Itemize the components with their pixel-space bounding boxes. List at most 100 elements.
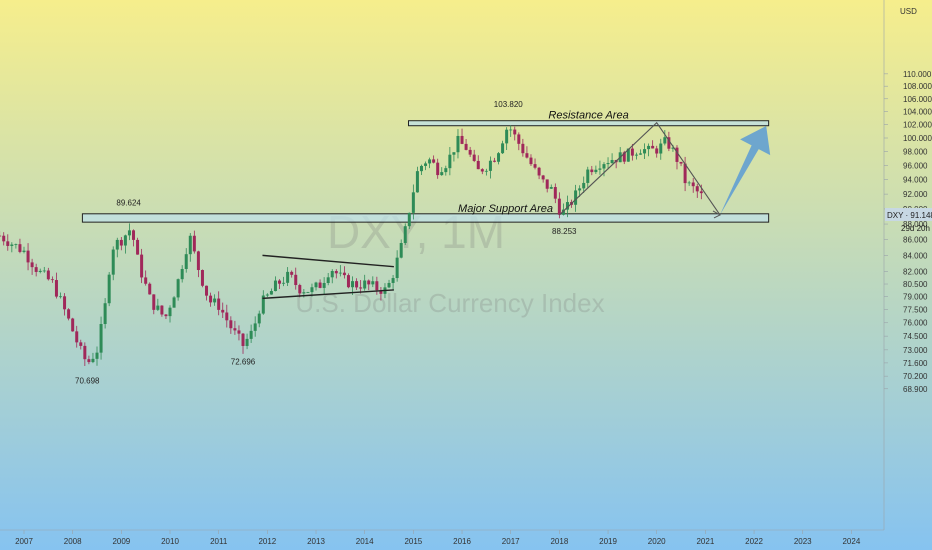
candle-body: [436, 162, 440, 176]
candle-body: [492, 160, 496, 162]
candle-body: [184, 254, 188, 269]
price-tick-label: 84.000: [903, 251, 928, 260]
time-tick-label: 2013: [307, 537, 325, 546]
candle-body: [310, 287, 314, 293]
time-tick-label: 2008: [64, 537, 82, 546]
candle-body: [99, 324, 103, 353]
candle-body: [444, 168, 448, 173]
candle-body: [294, 274, 298, 286]
candle-body: [38, 270, 42, 272]
candle-body: [667, 137, 671, 149]
candle-body: [472, 154, 476, 161]
candle-body: [95, 352, 99, 359]
candle-body: [59, 296, 63, 298]
watermark-name: U.S. Dollar Currency Index: [295, 288, 604, 318]
time-tick-label: 2021: [696, 537, 714, 546]
candle-body: [221, 309, 225, 313]
candle-body: [229, 320, 233, 329]
candle-body: [87, 359, 91, 363]
drawings-layer: [262, 121, 771, 300]
time-axis-ticks: 2007 2008 2009 2010 2011 2012 2013 2014 2015 2016…: [15, 530, 861, 546]
price-tick-label: 80.500: [903, 280, 928, 289]
candle-body: [127, 230, 131, 236]
candle-body: [403, 226, 407, 244]
candle-body: [0, 235, 2, 237]
candle-body: [205, 285, 209, 296]
candle-body: [424, 163, 428, 166]
time-axis[interactable]: 2007 2008 2009 2010 2011 2012 2013 2014 2015 2016…: [0, 529, 884, 546]
candle-body: [67, 309, 71, 319]
candle-body: [683, 163, 687, 184]
candle-body: [452, 152, 456, 155]
price-tick-label: 110.000: [903, 70, 932, 79]
candle-body: [561, 209, 565, 215]
candle-body: [34, 267, 38, 272]
forecast-arrow: [720, 126, 771, 215]
candle-body: [594, 169, 598, 173]
candle-body: [273, 280, 277, 292]
candle-body: [484, 170, 488, 172]
candle-body: [687, 182, 691, 184]
candle-body: [50, 279, 54, 281]
candle-body: [290, 271, 294, 275]
candle-body: [152, 294, 156, 310]
time-tick-label: 2011: [210, 537, 228, 546]
candle-body: [651, 145, 655, 149]
candle-body: [318, 282, 322, 288]
candle-body: [432, 159, 436, 163]
candle-body: [278, 280, 282, 284]
candle-body: [282, 282, 286, 284]
price-tick-label: 82.000: [903, 268, 928, 277]
candle-body: [407, 212, 411, 227]
candle-body: [111, 249, 115, 275]
candle-body: [79, 342, 83, 346]
candle-body: [314, 282, 318, 288]
candle-body: [107, 274, 111, 304]
candle-body: [54, 280, 58, 297]
candle-body: [136, 239, 140, 255]
zone-label: Major Support Area: [458, 203, 553, 215]
candle-body: [176, 279, 180, 298]
candle-body: [213, 298, 217, 303]
time-tick-label: 2012: [258, 537, 276, 546]
price-axis[interactable]: 110.000 108.000 106.000 104.000 102.000 100.0…: [883, 0, 932, 530]
time-tick-label: 2022: [745, 537, 763, 546]
candle-body: [655, 148, 659, 154]
candle-body: [638, 153, 642, 155]
price-annotation: 72.696: [231, 358, 256, 367]
time-tick-label: 2010: [161, 537, 179, 546]
candle-body: [367, 280, 371, 285]
time-tick-label: 2023: [794, 537, 812, 546]
candle-body: [245, 338, 249, 346]
candle-body: [659, 143, 663, 154]
candle-body: [180, 268, 184, 280]
candle-body: [371, 281, 375, 285]
candle-body: [501, 143, 505, 154]
candle-body: [622, 152, 626, 162]
candle-body: [663, 137, 667, 144]
price-tick-label: 102.000: [903, 121, 932, 130]
price-tick-label: 98.000: [903, 148, 928, 157]
price-tick-label: 100.000: [903, 134, 932, 143]
candle-body: [14, 244, 18, 245]
candle-body: [379, 290, 383, 294]
candle-body: [22, 250, 26, 252]
price-tick-label: 108.000: [903, 82, 932, 91]
price-annotation: 103.820: [494, 100, 523, 109]
candle-body: [488, 160, 492, 171]
candle-body: [691, 182, 695, 187]
price-tick-label: 79.000: [903, 293, 928, 302]
countdown-label: 29d 20h: [901, 224, 930, 233]
candle-body: [209, 295, 213, 303]
candle-body: [10, 244, 14, 246]
candle-body: [606, 163, 610, 165]
candle-body: [46, 270, 50, 280]
candle-body: [582, 182, 586, 189]
candle-body: [509, 129, 513, 131]
price-annotation: 88.253: [552, 227, 577, 236]
candle-body: [440, 172, 444, 176]
candle-body: [71, 318, 75, 332]
candle-body: [460, 135, 464, 144]
candle-body: [359, 287, 363, 289]
